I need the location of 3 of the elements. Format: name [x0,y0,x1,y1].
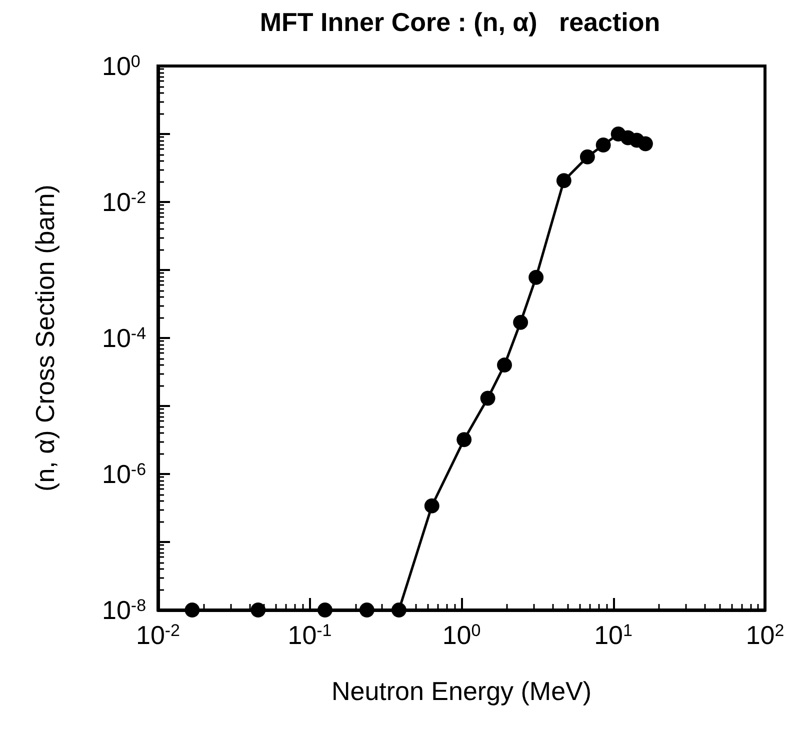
x-axis-title: Neutron Energy (MeV) [331,676,592,706]
chart-title: MFT Inner Core : (n, α) reaction [260,7,660,37]
y-axis-title: (n, α) Cross Section (barn) [30,184,60,492]
